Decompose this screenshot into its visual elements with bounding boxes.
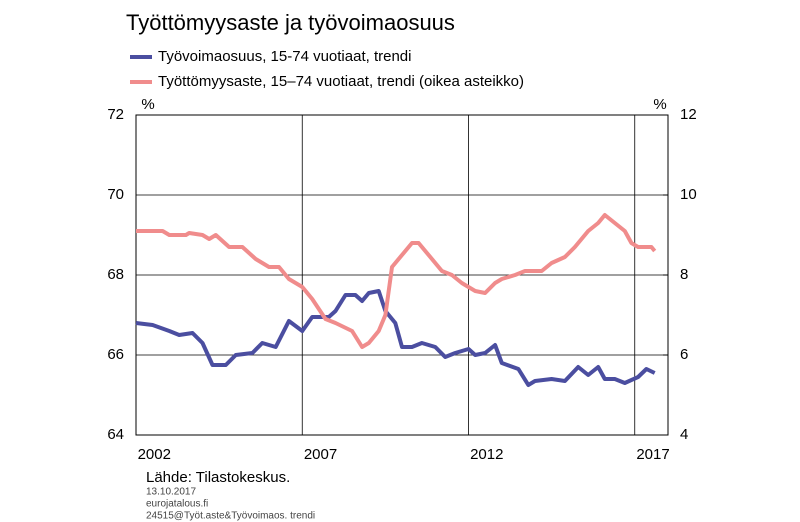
y-tick-label: 68 [107, 266, 124, 283]
y-tick-label: 66 [107, 346, 124, 363]
date: 13.10.2017 [146, 487, 196, 498]
line-series [135, 289, 656, 387]
site: eurojatalous.fi [146, 499, 208, 510]
y2-tick-label: 10 [680, 186, 697, 203]
x-tick-label: 2012 [470, 446, 503, 463]
plot-frame [135, 114, 669, 436]
y2-tick-label: 6 [680, 346, 688, 363]
line-series [136, 213, 657, 349]
y-unit: % [141, 96, 154, 113]
x-tick-label: 2002 [138, 446, 171, 463]
source: Lähde: Tilastokeskus. [146, 469, 290, 486]
y2-tick-label: 4 [680, 426, 688, 443]
legend-label: Työvoimaosuus, 15-74 vuotiaat, trendi [158, 48, 411, 65]
y2-unit: % [653, 96, 666, 113]
code: 24515@Työt.aste&Työvoimaos. trendi [146, 511, 315, 522]
y-tick-label: 70 [107, 186, 124, 203]
y2-tick-label: 12 [680, 106, 697, 123]
legend-label: Työttömyysaste, 15–74 vuotiaat, trendi (… [158, 73, 524, 90]
y2-tick-label: 8 [680, 266, 688, 283]
y-tick-label: 72 [107, 106, 124, 123]
y-tick-label: 64 [107, 426, 124, 443]
x-tick-label: 2007 [304, 446, 337, 463]
x-tick-label: 2017 [636, 446, 669, 463]
chart-title: Työttömyysaste ja työvoimaosuus [126, 10, 455, 35]
